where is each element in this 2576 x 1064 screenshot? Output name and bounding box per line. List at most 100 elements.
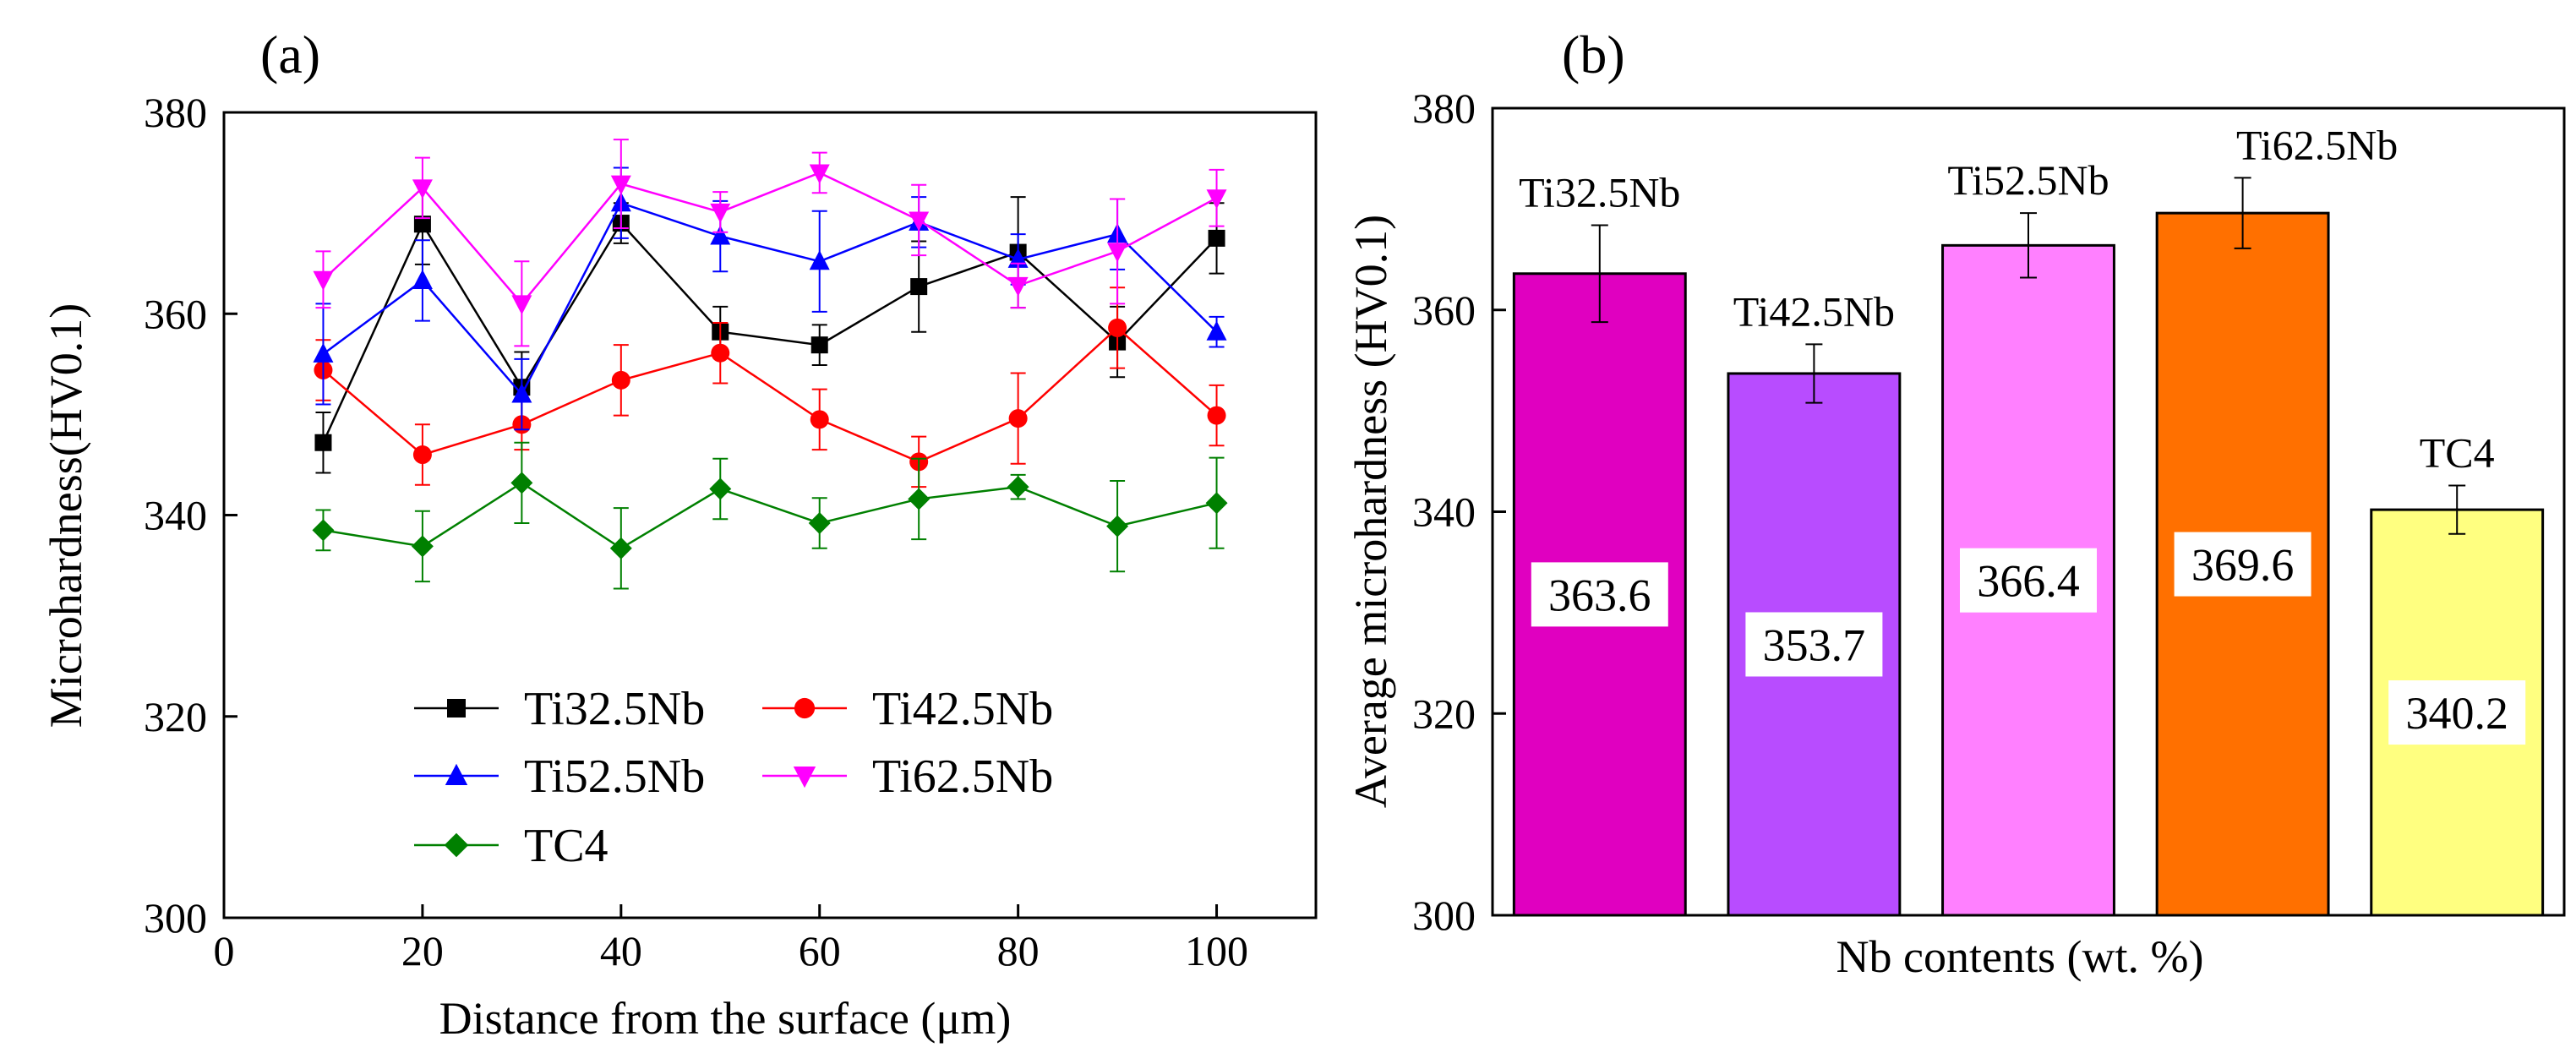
panel-a-x-tick-label: 40 <box>600 927 642 974</box>
panel-b-bar-group-ti62-5nb: Ti62.5Nb 369.6 <box>2155 121 2398 917</box>
panel-a-y-tick-label: 320 <box>144 693 207 740</box>
panel-a-legend: Ti32.5Nb Ti42.5Nb Ti52.5Nb Ti62.5Nb TC4 <box>414 683 1053 872</box>
panel-a-data-point <box>313 270 334 291</box>
panel-b-value-box <box>2388 680 2526 745</box>
panel-a-legend-marker <box>793 767 816 788</box>
panel-b-axes: 300 320 340 360 380 <box>1412 85 1506 939</box>
panel-a-data-point <box>910 278 928 296</box>
panel-a-data-point <box>810 336 828 354</box>
panel-a-data-point <box>1207 406 1226 425</box>
panel-a-x-axis-title: Distance from the surface (μm) <box>439 993 1012 1044</box>
panel-b-category-label: Ti32.5Nb <box>1519 168 1680 216</box>
panel-b-value-label: 366.4 <box>1977 556 2080 607</box>
panel-a-data-point <box>710 203 731 223</box>
panel-b-category-label: TC4 <box>2420 428 2495 476</box>
panel-b-category-label: Ti42.5Nb <box>1733 287 1895 335</box>
panel-a-data-point <box>810 410 829 429</box>
panel-a-x-tick-label: 60 <box>799 927 841 974</box>
panel-a-line-chart: (a) 0 20 40 60 80 100 300 320 340 360 380 Distance… <box>41 25 1318 1044</box>
panel-a-data-point <box>1106 515 1129 537</box>
panel-a-x-tick-label: 20 <box>401 927 444 974</box>
panel-a-data-point <box>709 477 732 500</box>
panel-a-series-line <box>322 201 1218 396</box>
panel-a-y-tick-label: 340 <box>144 492 207 539</box>
panel-a-data-point <box>1108 318 1127 337</box>
panel-a-data-point <box>511 383 532 403</box>
panel-a-legend-marker <box>447 699 466 718</box>
panel-a-data-point <box>1208 229 1225 247</box>
panel-a-legend-item: TC4 <box>414 820 609 872</box>
panel-a-y-tick-label: 300 <box>144 894 207 941</box>
panel-b-y-tick-label: 300 <box>1412 892 1476 939</box>
panel-a-y-tick-label: 380 <box>144 89 207 136</box>
panel-a-series-ti62-5nb <box>313 139 1227 347</box>
panel-a-series-ti52-5nb <box>313 166 1227 431</box>
panel-a-data-point <box>313 342 334 363</box>
panel-a-x-tick-label: 100 <box>1185 927 1248 974</box>
panel-b-value-label: 369.6 <box>2191 540 2295 591</box>
panel-b-bar-group-tc4: TC4 340.2 <box>2370 428 2545 917</box>
panel-a-legend-item: Ti62.5Nb <box>762 750 1053 803</box>
panel-b-category-label: Ti62.5Nb <box>2236 121 2398 168</box>
panel-a-label: (a) <box>260 25 320 85</box>
panel-b-x-axis-title: Nb contents (wt. %) <box>1836 931 2204 982</box>
panel-b-value-box <box>1960 548 2097 613</box>
panel-a-data-point <box>809 164 830 184</box>
panel-a-legend-marker <box>444 832 469 858</box>
panel-b-bar-group-ti32-5nb: Ti32.5Nb 363.6 <box>1512 168 1687 917</box>
panel-b-y-tick-label: 340 <box>1412 488 1476 536</box>
panel-b-y-tick-label: 360 <box>1412 286 1476 334</box>
panel-b-value-box <box>1531 562 1668 627</box>
panel-b-plot-area: Ti32.5Nb363.6Ti42.5Nb353.7Ti52.5Nb366.4T… <box>1512 121 2545 917</box>
panel-a-legend-marker <box>794 697 816 719</box>
panel-a-axes: 0 20 40 60 80 100 300 320 340 360 380 <box>144 89 1248 974</box>
panel-a-data-point <box>413 216 431 233</box>
panel-b-value-box <box>2174 532 2311 597</box>
panel-a-legend-label: Ti62.5Nb <box>872 750 1053 803</box>
panel-a-data-point <box>1206 189 1227 210</box>
panel-a-data-point <box>609 537 632 559</box>
panel-a-data-point <box>511 295 532 315</box>
panel-a-data-point <box>610 175 631 195</box>
panel-a-data-point <box>611 370 630 390</box>
panel-a-data-point <box>412 445 432 465</box>
panel-a-data-point <box>1008 409 1028 428</box>
panel-a-plot-area <box>312 139 1228 590</box>
panel-b-bar-group-ti52-5nb: Ti52.5Nb 366.4 <box>1941 156 2115 917</box>
panel-a-legend-marker <box>445 763 468 785</box>
panel-a-data-point <box>908 488 931 510</box>
panel-a-legend-item: Ti42.5Nb <box>762 683 1053 735</box>
panel-a-data-point <box>1206 320 1227 341</box>
panel-a-x-tick-label: 80 <box>997 927 1040 974</box>
panel-a-series-tc4 <box>312 441 1228 590</box>
panel-a-series-line <box>322 172 1218 306</box>
panel-a-data-point <box>809 250 830 270</box>
panel-b-category-label: Ti52.5Nb <box>1947 156 2109 204</box>
panel-a-data-point <box>710 225 731 245</box>
panel-a-data-point <box>412 179 433 199</box>
panel-a-y-tick-label: 360 <box>144 290 207 337</box>
panel-a-legend-item: Ti52.5Nb <box>414 750 705 803</box>
panel-a-data-point <box>411 535 434 558</box>
panel-a-data-point <box>412 269 433 289</box>
panel-a-series-line <box>323 481 1217 550</box>
panel-a-x-tick-label: 0 <box>214 927 235 974</box>
panel-b-label: (b) <box>1562 25 1625 85</box>
panel-b-bar-group-ti42-5nb: Ti42.5Nb 353.7 <box>1727 287 1902 917</box>
panel-a-data-point <box>808 512 831 535</box>
panel-a-legend-label: Ti42.5Nb <box>872 683 1053 735</box>
panel-b-bar-chart: (b) Ti32.5Nb 363.6 Ti42.5Nb 353.7 Ti52.5Nb 36… <box>1345 25 2566 982</box>
panel-a-data-point <box>510 472 533 494</box>
panel-b-value-box <box>1745 612 1883 677</box>
panel-a-data-point <box>1205 492 1228 515</box>
panel-a-data-point <box>1007 276 1029 297</box>
panel-a-legend-label: Ti32.5Nb <box>524 683 705 735</box>
panel-a-series-line <box>322 326 1218 463</box>
panel-b-value-label: 353.7 <box>1763 619 1866 670</box>
panel-b-y-axis-title: Average microhardness (HV0.1) <box>1345 215 1396 808</box>
panel-a-series-ti32-5nb <box>314 183 1225 474</box>
panel-a-data-point <box>1107 243 1128 263</box>
panel-b-y-tick-label: 320 <box>1412 690 1476 737</box>
panel-b-y-tick-label: 380 <box>1412 85 1476 132</box>
